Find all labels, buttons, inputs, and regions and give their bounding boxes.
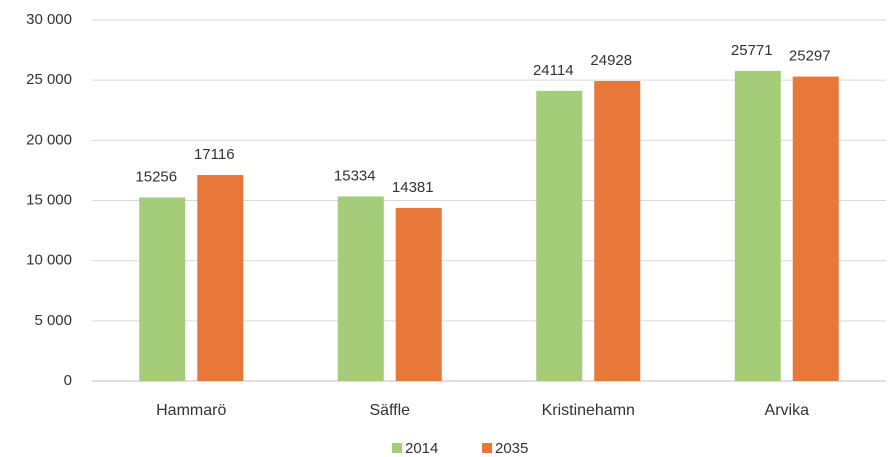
bar bbox=[536, 90, 583, 382]
data-label: 24928 bbox=[590, 52, 632, 69]
x-tick-label: Säffle bbox=[369, 402, 410, 419]
data-label: 24114 bbox=[533, 62, 574, 79]
data-label: 17116 bbox=[194, 146, 235, 163]
legend-label: 2035 bbox=[495, 440, 528, 457]
y-tick-label: 20 000 bbox=[26, 131, 72, 148]
bar bbox=[734, 70, 781, 381]
bar bbox=[395, 207, 442, 381]
y-tick-label: 25 000 bbox=[26, 71, 72, 88]
data-label: 25771 bbox=[731, 42, 773, 59]
bar bbox=[594, 81, 641, 381]
y-tick-label: 10 000 bbox=[26, 252, 72, 269]
data-label: 15256 bbox=[135, 168, 177, 185]
y-tick-label: 5 000 bbox=[34, 312, 72, 329]
legend-swatch bbox=[482, 443, 492, 453]
y-tick-label: 0 bbox=[64, 372, 72, 389]
bar bbox=[792, 76, 839, 381]
bar bbox=[197, 175, 244, 381]
x-tick-label: Hammarö bbox=[156, 402, 226, 419]
legend-swatch bbox=[392, 443, 402, 453]
y-tick-label: 30 000 bbox=[26, 11, 72, 28]
x-tick-label: Kristinehamn bbox=[542, 402, 635, 419]
bar bbox=[337, 196, 384, 381]
bar bbox=[139, 197, 186, 381]
data-label: 15334 bbox=[334, 167, 376, 184]
data-label: 25297 bbox=[789, 48, 831, 65]
data-label: 14381 bbox=[392, 179, 434, 196]
y-tick-label: 15 000 bbox=[26, 191, 72, 208]
legend-label: 2014 bbox=[405, 440, 438, 457]
x-tick-label: Arvika bbox=[765, 402, 810, 419]
